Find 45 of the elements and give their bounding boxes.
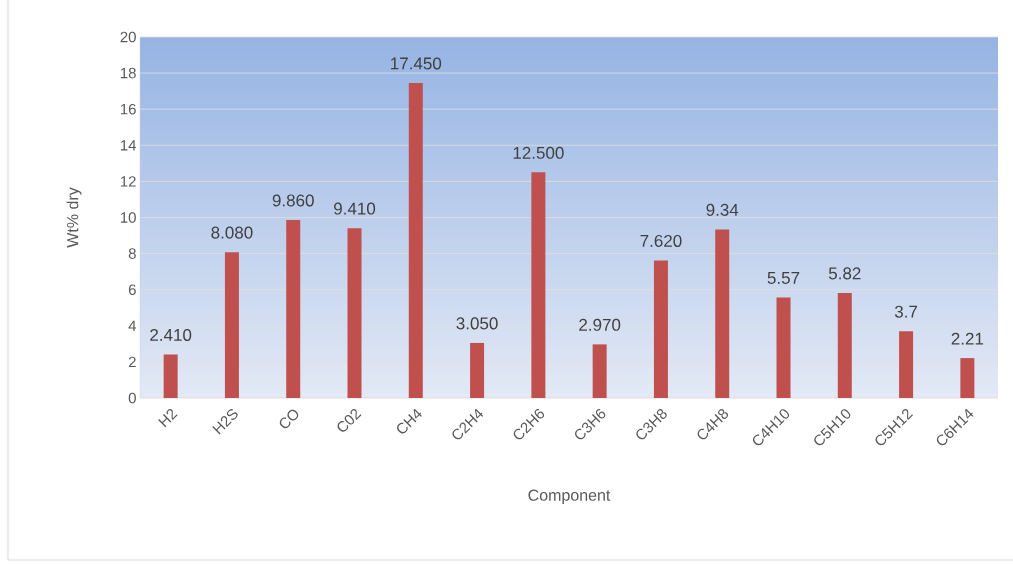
y-tick-label: 0 (128, 392, 136, 404)
y-tick-label: 14 (120, 140, 137, 151)
bar (224, 252, 239, 398)
bar (408, 83, 423, 398)
x-axis-title: Component (528, 489, 611, 505)
data-label: 9.34 (706, 203, 739, 216)
bar (715, 229, 730, 398)
y-tick-label: 4 (128, 320, 137, 331)
bar (837, 292, 852, 398)
bar (470, 342, 485, 398)
y-tick-label: 16 (120, 103, 136, 115)
y-tick-label: 8 (128, 248, 136, 259)
data-label: 5.57 (767, 272, 800, 284)
data-label: 2.410 (150, 328, 192, 341)
y-tick-label: 6 (128, 284, 136, 295)
x-tick-label: CH4 (397, 408, 422, 434)
y-axis-title: Wt% dry (66, 187, 82, 248)
bar (960, 358, 975, 398)
bar (653, 260, 668, 398)
y-tick-label: 18 (120, 67, 136, 79)
bar (592, 344, 607, 398)
data-label: 12.500 (513, 146, 564, 159)
y-tick-label: 2 (128, 356, 136, 368)
data-label: 17.450 (391, 57, 442, 70)
bar (163, 354, 178, 398)
bar (286, 220, 301, 398)
y-tick-label: 20 (120, 31, 136, 43)
data-label: 9.860 (272, 194, 314, 207)
data-label: 3.050 (456, 317, 498, 330)
y-tick-label: 12 (120, 176, 136, 187)
data-label: 2.21 (951, 332, 984, 345)
y-tick-label: 10 (120, 212, 136, 223)
x-tick-label: H2 (158, 408, 178, 428)
data-label: 8.080 (211, 226, 253, 239)
x-tick-label: C02 (337, 408, 362, 432)
data-label: 3.7 (894, 305, 918, 318)
x-tick-label: CO (279, 409, 299, 429)
data-label: 9.410 (334, 202, 376, 215)
bar (531, 172, 546, 398)
data-label: 2.970 (579, 318, 621, 331)
data-label: 5.82 (828, 267, 861, 280)
bar (347, 228, 362, 398)
data-label: 7.620 (640, 234, 682, 247)
bar (899, 331, 914, 398)
bar (776, 297, 791, 398)
